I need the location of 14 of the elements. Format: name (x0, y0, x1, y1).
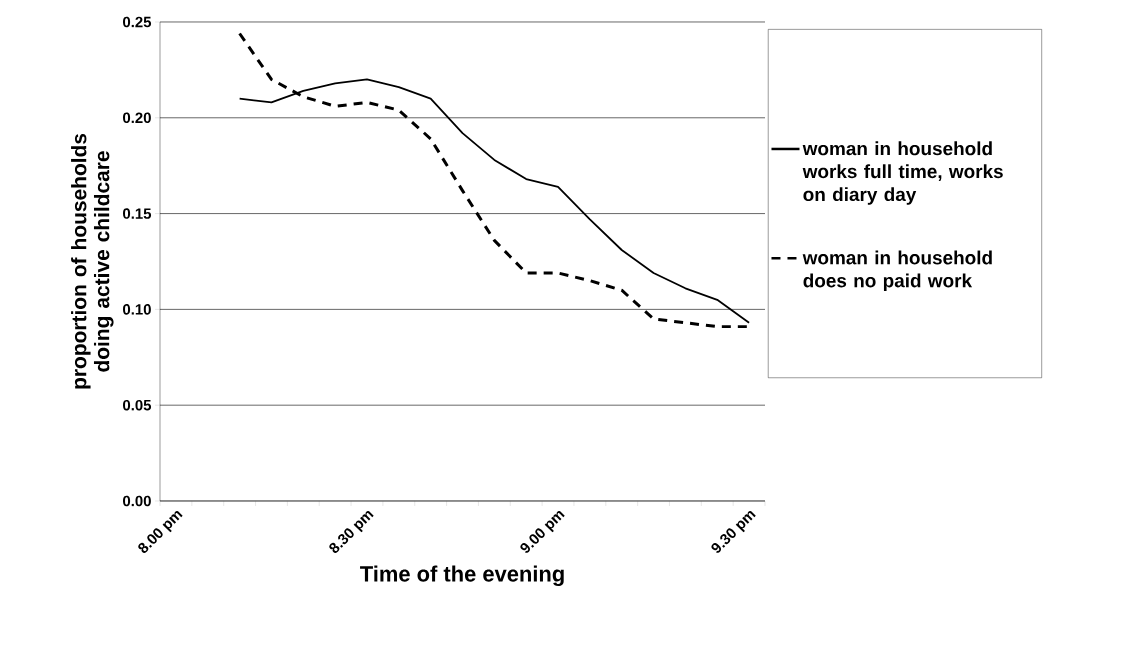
x-tick-label: 9.30 pm (711, 511, 756, 553)
legend-label: woman in household does no paid work (802, 250, 992, 292)
y-tick-label: 0.20 (123, 112, 151, 124)
x-tick-label: 8.30 pm (329, 511, 374, 553)
y-tick-label: 0.10 (123, 304, 151, 315)
legend-label: woman in household works full time, works on diary day (802, 141, 1003, 205)
y-tick-label: 0.15 (123, 208, 152, 219)
x-tick-label: 8.00 pm (138, 511, 183, 553)
x-axis-title: Time of the evening (360, 565, 564, 587)
y-axis-title: proportion of households doing active childcare (71, 133, 114, 389)
x-tick-label: 9.00 pm (520, 511, 565, 553)
y-tick-label: 0.05 (123, 399, 152, 411)
y-tick-label: 0.25 (123, 16, 152, 28)
y-tick-label: 0.00 (123, 495, 151, 507)
